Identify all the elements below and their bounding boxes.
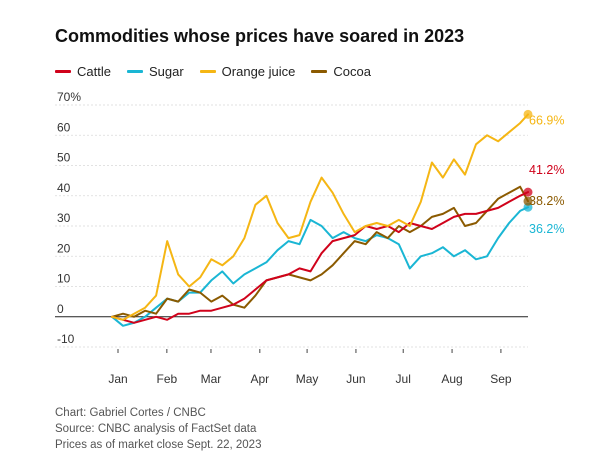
legend-label-cocoa: Cocoa [333,64,371,79]
legend-swatch-orange-juice [199,70,216,73]
y-tick-label: 50 [57,151,71,165]
legend-swatch-cattle [55,70,71,73]
end-marker-cattle [523,187,533,197]
y-axis-ticks: 70% 60 50 40 30 20 10 0 -10 [57,90,81,346]
x-tick-label: Jan [108,372,127,386]
legend-item-orange-juice: Orange juice [199,64,296,79]
legend-swatch-sugar [126,70,143,73]
x-tick-label: Aug [441,372,462,386]
x-tick-label: Jun [346,372,365,386]
x-tick-label: Sep [490,372,512,386]
footer-source: Source: CNBC analysis of FactSet data [55,423,257,435]
end-label-cattle: 41.2% [529,163,564,177]
legend-item-sugar: Sugar [126,64,184,79]
y-tick-label: 20 [57,241,71,255]
series-line-cattle [111,191,529,324]
y-tick-label: 70% [57,90,81,104]
legend-item-cocoa: Cocoa [311,64,371,79]
end-label-sugar: 36.2% [529,222,564,236]
end-marker-cocoa [523,196,533,206]
end-label-orange-juice: 66.9% [529,113,564,127]
y-tick-label: 40 [57,181,71,195]
legend-item-cattle: Cattle [55,64,111,79]
x-tick-label: Apr [250,372,269,386]
y-tick-label: 10 [57,272,71,286]
x-tick-label: May [296,372,319,386]
series-lines [111,113,529,327]
x-axis-ticks: Jan Feb Mar Apr May Jun Jul Aug Sep [108,349,512,386]
x-tick-label: Jul [396,372,411,386]
series-line-orange-juice [111,113,529,321]
legend-swatch-cocoa [311,70,328,73]
y-tick-label: 60 [57,120,71,134]
y-tick-label: 30 [57,211,71,225]
end-label-cocoa: 38.2% [529,194,564,208]
series-line-cocoa [111,185,529,318]
x-tick-label: Mar [201,372,222,386]
legend-label-orange-juice: Orange juice [221,64,296,79]
chart-title: Commodities whose prices have soared in … [55,26,465,46]
y-tick-label: 0 [57,302,64,316]
series-end-markers: 36.2% 38.2% 41.2% 66.9% [523,109,564,236]
legend: Cattle Sugar Orange juice Cocoa [55,64,387,79]
legend-label-cattle: Cattle [77,64,111,79]
footer: Chart: Gabriel Cortes / CNBC Source: CNB… [55,405,261,453]
legend-label-sugar: Sugar [148,64,184,79]
y-tick-label: -10 [57,332,75,346]
footer-credit: Chart: Gabriel Cortes / CNBC [55,407,206,419]
end-marker-orange-juice [523,109,533,119]
footer-note: Prices as of market close Sept. 22, 2023 [55,439,262,451]
grid [55,104,528,348]
x-tick-label: Feb [157,372,178,386]
